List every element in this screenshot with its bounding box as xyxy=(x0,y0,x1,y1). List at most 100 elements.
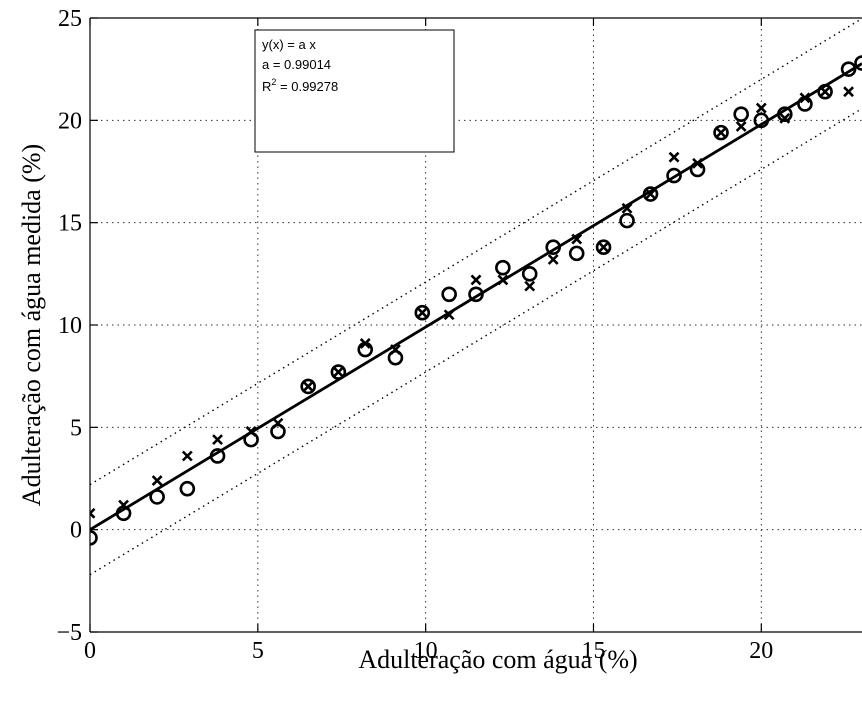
cross-point xyxy=(621,202,633,214)
circle-point xyxy=(753,112,770,129)
cross-point xyxy=(779,112,791,124)
cross-point xyxy=(819,86,831,98)
circle-point xyxy=(817,83,833,100)
cross-stroke xyxy=(181,450,193,462)
circle-point xyxy=(545,239,562,256)
x-tick-label: 5 xyxy=(252,638,264,664)
x-tick-label: 0 xyxy=(84,638,96,664)
circle-point xyxy=(495,259,511,276)
cross-stroke xyxy=(668,151,680,163)
circle-point xyxy=(568,245,585,262)
fit-line-group xyxy=(90,62,862,531)
circle-point xyxy=(733,106,749,122)
cross-stroke xyxy=(524,280,536,292)
legend-frame xyxy=(254,29,455,153)
cross-stroke xyxy=(819,86,831,98)
upper-band-line xyxy=(90,18,862,486)
cross-point xyxy=(524,280,536,292)
circle-point xyxy=(179,480,196,497)
legend-r-label: R xyxy=(262,79,271,94)
cross-stroke xyxy=(416,307,428,319)
x-tick-label: 20 xyxy=(749,638,773,664)
x-axis-title: Adulteração com água (%) xyxy=(358,645,637,674)
cross-stroke xyxy=(272,417,284,429)
circle-point xyxy=(642,186,659,202)
legend-r-superscript: 2 xyxy=(271,77,276,87)
cross-point xyxy=(390,344,401,355)
cross-point xyxy=(332,366,344,378)
cross-stroke xyxy=(245,426,257,437)
circle-point xyxy=(713,124,729,141)
cross-point xyxy=(692,157,703,169)
cross-point xyxy=(443,309,455,321)
circle-point xyxy=(666,167,682,184)
cross-stroke xyxy=(212,434,223,446)
circle-point xyxy=(840,61,857,77)
cross-point xyxy=(715,127,727,139)
circle-point xyxy=(90,530,98,546)
cross-point xyxy=(212,434,223,446)
cross-stroke xyxy=(443,309,455,321)
cross-point xyxy=(118,499,129,511)
cross-stroke xyxy=(598,241,609,253)
cross-stroke xyxy=(332,366,344,378)
circle-point xyxy=(776,106,793,122)
cross-stroke xyxy=(497,274,509,286)
legend-r-squared: R2 = 0.99278 xyxy=(262,77,338,94)
cross-stroke xyxy=(547,254,559,265)
cross-stroke xyxy=(302,380,314,392)
cross-point xyxy=(151,475,163,486)
cross-point xyxy=(668,151,680,163)
cross-stroke xyxy=(779,112,791,124)
cross-stroke xyxy=(843,86,854,98)
cross-stroke xyxy=(735,121,747,132)
y-tick-label: 10 xyxy=(58,313,82,339)
cross-point xyxy=(799,92,811,104)
circle-point xyxy=(619,212,635,229)
cross-stroke xyxy=(692,157,703,169)
cross-point xyxy=(598,241,609,253)
cross-stroke xyxy=(621,202,633,214)
circle-point xyxy=(854,55,862,71)
x-tick-label: 15 xyxy=(581,638,605,664)
y-axis-title: Adulteração com água medida (%) xyxy=(17,144,46,506)
legend-r-value: = 0.99278 xyxy=(276,79,338,94)
legend-box: y(x) = a x a = 0.99014 R2 = 0.99278 xyxy=(254,29,455,153)
cross-point xyxy=(181,450,193,462)
cross-point xyxy=(843,86,854,98)
circle-point xyxy=(441,286,457,303)
legend-equation: y(x) = a x xyxy=(262,37,316,52)
cross-point xyxy=(302,380,314,392)
grid-lines xyxy=(90,18,862,632)
y-tick-label: −5 xyxy=(56,620,82,646)
cross-stroke xyxy=(799,92,811,104)
circle-point xyxy=(330,364,347,380)
cross-stroke xyxy=(470,274,482,286)
cross-point xyxy=(90,507,96,519)
circle-point xyxy=(521,266,538,282)
cross-point xyxy=(645,188,656,200)
y-tick-label: 0 xyxy=(70,518,82,544)
circle-point xyxy=(149,489,165,505)
circle-point xyxy=(595,239,612,256)
cross-stroke xyxy=(645,188,656,200)
circle-point xyxy=(414,304,431,321)
cross-stroke xyxy=(118,499,129,511)
lower-band-line xyxy=(90,108,862,576)
y-tick-label: 15 xyxy=(58,211,82,237)
circle-point xyxy=(468,286,484,303)
cross-point xyxy=(470,274,482,286)
cross-point xyxy=(272,417,284,429)
y-tick-label: 20 xyxy=(58,108,82,134)
cross-stroke xyxy=(151,475,163,486)
circle-point xyxy=(300,378,316,395)
x-tick-label: 10 xyxy=(414,638,438,664)
cross-stroke xyxy=(390,344,401,355)
cross-point xyxy=(755,102,767,114)
cross-point xyxy=(571,233,583,245)
cross-stroke xyxy=(90,507,96,516)
circle-point xyxy=(209,448,226,464)
legend-slope: a = 0.99014 xyxy=(262,57,331,72)
